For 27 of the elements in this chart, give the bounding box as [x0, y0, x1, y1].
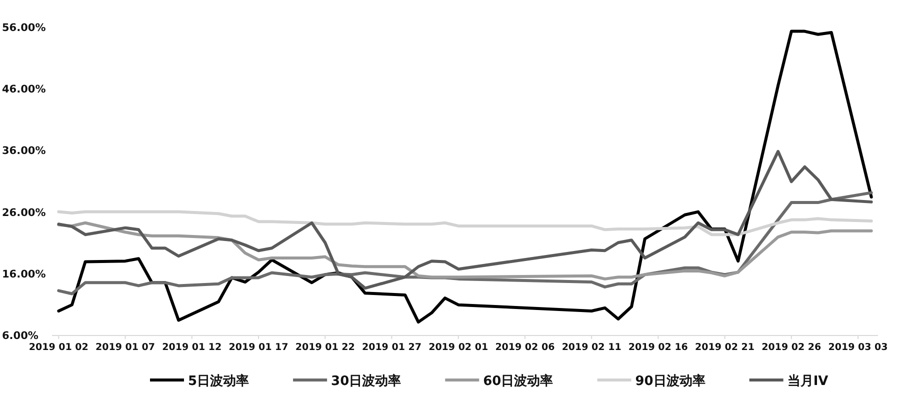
legend-label: 90日波动率 — [635, 373, 706, 389]
x-tick-label: 2019 03 03 — [828, 342, 888, 353]
y-tick-label: 26.00% — [2, 206, 46, 219]
x-tick-label: 2019 02 01 — [428, 342, 488, 353]
y-tick-label: 36.00% — [2, 145, 46, 158]
x-tick-label: 2019 01 07 — [96, 342, 156, 353]
line-series — [57, 221, 873, 280]
legend-label: 5日波动率 — [188, 373, 250, 389]
legend-label: 60日波动率 — [483, 373, 554, 389]
line-series — [57, 210, 873, 236]
x-tick-label: 2019 01 02 — [28, 342, 88, 353]
x-tick-label: 2019 01 17 — [228, 342, 288, 353]
x-tick-label: 2019 02 21 — [695, 342, 755, 353]
x-tick-label: 2019 02 06 — [495, 342, 556, 353]
y-tick-label: 6.00% — [2, 330, 39, 342]
x-tick-label: 2019 01 22 — [295, 342, 355, 353]
line-series — [57, 150, 873, 290]
x-tick-label: 2019 02 16 — [628, 342, 688, 353]
x-tick-label: 2019 02 11 — [562, 342, 622, 353]
x-tick-label: 2019 01 12 — [162, 342, 222, 353]
legend-label: 当月IV — [787, 374, 828, 389]
x-tick-label: 2019 02 26 — [762, 342, 822, 353]
x-tick-label: 2019 01 27 — [362, 342, 422, 353]
legend-label: 30日波动率 — [331, 373, 402, 389]
y-tick-label: 16.00% — [2, 268, 46, 280]
y-tick-label: 46.00% — [2, 84, 46, 96]
y-tick-label: 56.00% — [2, 22, 46, 34]
